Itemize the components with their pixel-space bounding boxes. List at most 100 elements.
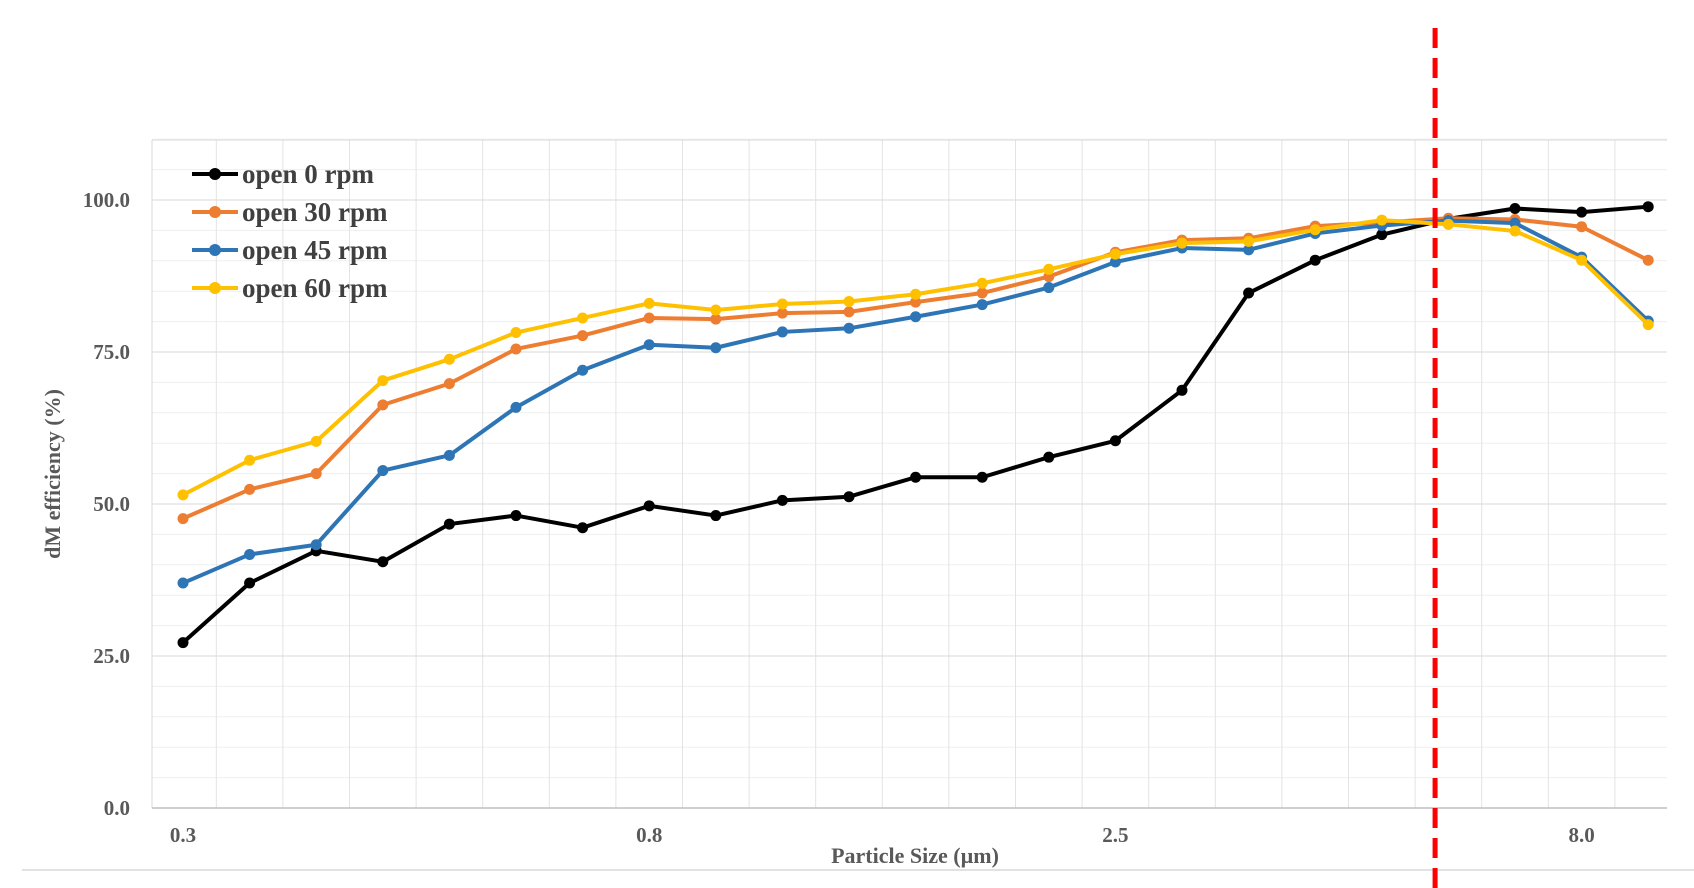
data-point — [643, 297, 655, 309]
data-point — [510, 401, 522, 413]
data-point — [443, 449, 455, 461]
series-open-60-rpm — [177, 214, 1654, 501]
legend-item: open 45 rpm — [192, 235, 388, 265]
data-point — [1509, 225, 1521, 237]
data-point — [443, 378, 455, 390]
data-point — [976, 471, 988, 483]
data-point — [244, 454, 256, 466]
data-point — [1043, 263, 1055, 275]
y-tick-label: 0.0 — [104, 796, 130, 820]
legend-label: open 45 rpm — [242, 235, 388, 265]
data-point — [1309, 224, 1321, 236]
data-point — [843, 491, 855, 503]
data-point — [1043, 282, 1055, 294]
x-tick-label: 8.0 — [1568, 823, 1594, 847]
data-point — [1243, 287, 1255, 299]
x-tick-labels: 0.3 0.8 2.5 8.0 — [170, 823, 1595, 847]
data-point — [377, 399, 389, 411]
series-line — [181, 204, 1649, 645]
data-point — [1642, 254, 1654, 266]
y-tick-label: 75.0 — [93, 340, 130, 364]
data-point — [1509, 217, 1521, 229]
legend-label: open 0 rpm — [242, 159, 375, 189]
major-gridlines — [152, 199, 1667, 657]
data-point — [643, 312, 655, 324]
legend-item: open 0 rpm — [192, 159, 375, 189]
y-tick-labels: 100.0 75.0 50.0 25.0 0.0 — [83, 188, 130, 820]
data-point — [643, 500, 655, 512]
data-point — [910, 311, 922, 323]
data-point — [1309, 254, 1321, 266]
data-point — [377, 556, 389, 568]
data-point — [910, 288, 922, 300]
data-point — [244, 548, 256, 560]
data-point — [510, 343, 522, 355]
legend-swatch-marker — [209, 168, 221, 180]
data-point — [1576, 221, 1588, 233]
data-point — [177, 637, 189, 649]
x-tick-label: 0.8 — [636, 823, 662, 847]
data-point — [1642, 201, 1654, 213]
data-point — [1109, 248, 1121, 260]
y-tick-label: 50.0 — [93, 492, 130, 516]
series-layer — [177, 201, 1654, 649]
x-tick-label: 2.5 — [1102, 823, 1128, 847]
x-axis-title: Particle Size (µm) — [831, 843, 999, 868]
series-open-0-rpm — [177, 201, 1654, 649]
data-point — [843, 322, 855, 334]
legend: open 0 rpm open 30 rpm open 45 rpm open 60 … — [192, 159, 388, 303]
data-point — [1509, 203, 1521, 215]
data-point — [643, 339, 655, 351]
data-point — [310, 539, 322, 551]
series-line — [182, 218, 1650, 585]
y-tick-label: 25.0 — [93, 644, 130, 668]
data-point — [377, 465, 389, 477]
data-point — [443, 353, 455, 365]
data-point — [577, 364, 589, 376]
legend-swatch-marker — [209, 282, 221, 294]
data-point — [377, 375, 389, 387]
data-point — [976, 287, 988, 299]
data-point — [177, 577, 189, 589]
data-point — [776, 494, 788, 506]
legend-label: open 60 rpm — [242, 273, 388, 303]
data-point — [1109, 256, 1121, 268]
data-point — [710, 313, 722, 325]
data-point — [577, 312, 589, 324]
data-point — [710, 304, 722, 316]
data-point — [510, 327, 522, 339]
data-point — [1176, 237, 1188, 249]
data-point — [1576, 206, 1588, 218]
data-point — [510, 510, 522, 522]
data-point — [244, 577, 256, 589]
data-point — [776, 307, 788, 319]
data-point — [843, 296, 855, 308]
data-point — [1376, 229, 1388, 241]
minor-gridlines — [152, 138, 1667, 808]
legend-swatch-marker — [209, 206, 221, 218]
data-point — [177, 489, 189, 501]
data-point — [577, 522, 589, 534]
data-point — [843, 306, 855, 318]
legend-item: open 60 rpm — [192, 273, 388, 303]
data-point — [1376, 214, 1388, 226]
data-point — [776, 326, 788, 338]
data-point — [577, 330, 589, 342]
x-tick-label: 0.3 — [170, 823, 196, 847]
y-axis-title: dM efficiency (%) — [40, 389, 65, 559]
data-point — [310, 468, 322, 480]
data-point — [910, 471, 922, 483]
data-point — [1109, 435, 1121, 447]
y-tick-label: 100.0 — [83, 188, 130, 212]
series-open-45-rpm — [177, 215, 1654, 589]
data-point — [710, 342, 722, 354]
data-point — [244, 483, 256, 495]
data-point — [1243, 235, 1255, 247]
data-point — [1442, 218, 1454, 230]
data-point — [710, 510, 722, 522]
legend-label: open 30 rpm — [242, 197, 388, 227]
data-point — [443, 518, 455, 530]
data-point — [976, 277, 988, 289]
data-point — [1576, 254, 1588, 266]
